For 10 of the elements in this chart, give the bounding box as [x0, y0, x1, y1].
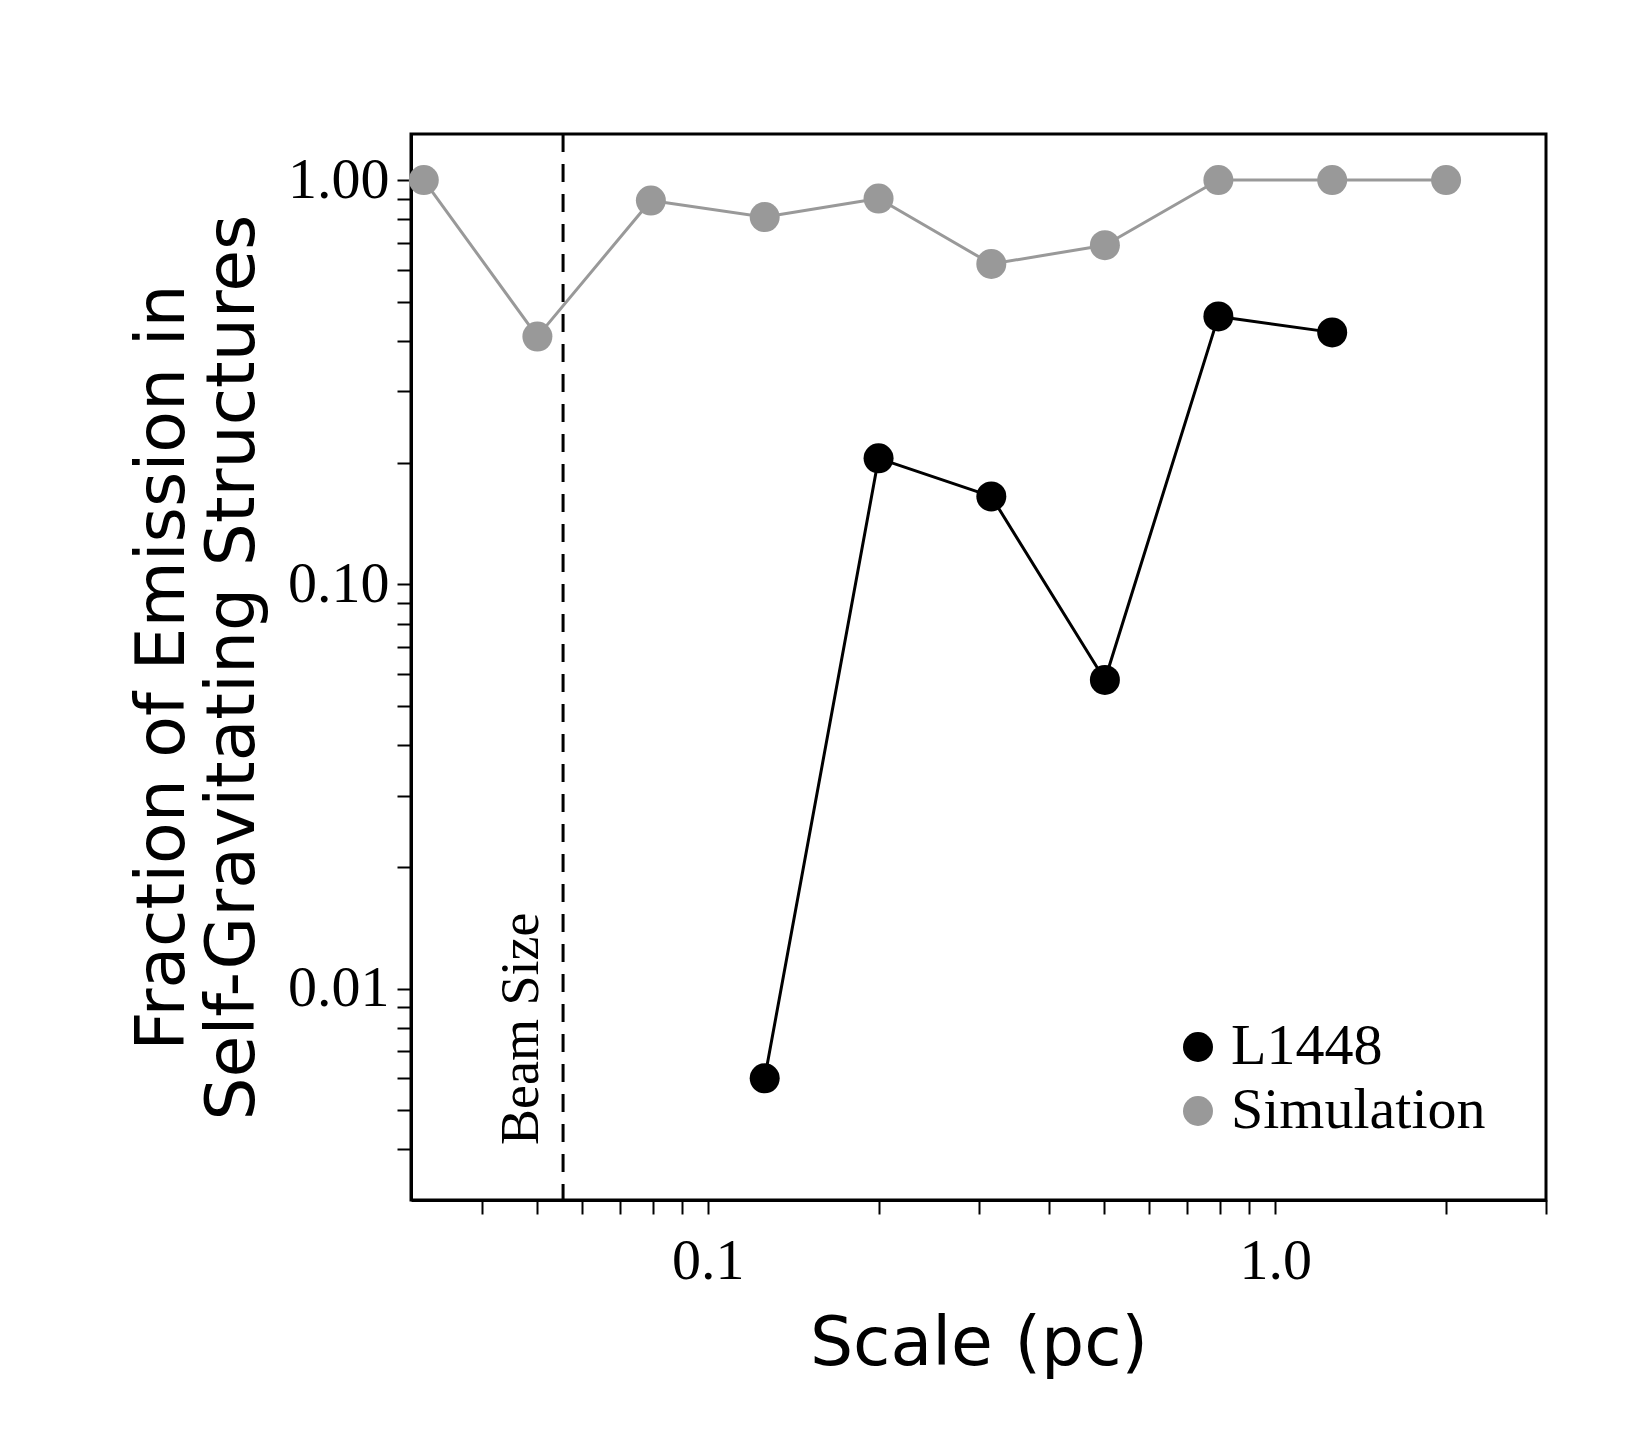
legend-label: Simulation [1231, 1076, 1486, 1141]
ref-line-label: Beam Size [490, 912, 551, 1145]
legend-label: L1448 [1231, 1012, 1383, 1077]
y-tick-label: 1.00 [288, 145, 390, 211]
y-axis-title: Fraction of Emission in Self-Gravitating Structures [121, 214, 270, 1121]
x-tick-label: 0.1 [671, 1226, 745, 1292]
x-axis-title: Scale (pc) [809, 1301, 1149, 1381]
y-tick-label: 0.10 [288, 549, 390, 615]
y-tick-label: 0.01 [288, 954, 390, 1020]
x-tick-label: 1.0 [1239, 1226, 1312, 1292]
